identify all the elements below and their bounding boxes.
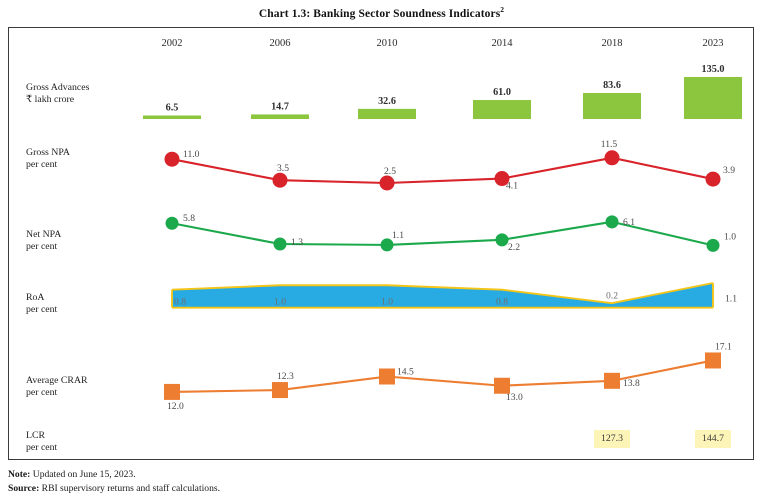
year-label-2023: 2023 [702, 38, 724, 49]
row-label-net-npa: Net NPA per cent [26, 229, 62, 253]
source-text: RBI supervisory returns and staff calcul… [39, 483, 220, 494]
year-label-2014: 2014 [491, 38, 513, 49]
chart-frame [8, 27, 754, 460]
source-label: Source: [8, 483, 40, 494]
row-label-average-crar: Average CRAR per cent [26, 375, 88, 399]
lcr-value-2023: 144.7 [694, 430, 732, 448]
page-title-text: Chart 1.3: Banking Sector Soundness Indi… [258, 7, 501, 20]
source-line: Source: RBI supervisory returns and staf… [8, 482, 754, 496]
row-label-roa: RoA per cent [26, 292, 58, 316]
note-text: Updated on June 15, 2023. [30, 469, 136, 480]
page-title-superscript: 2 [500, 5, 505, 14]
year-label-2006: 2006 [269, 38, 291, 49]
year-header-row: 2002 2006 2010 2014 2018 2023 [8, 38, 754, 56]
year-label-2010: 2010 [376, 38, 398, 49]
row-label-gross-npa: Gross NPA per cent [26, 147, 71, 171]
note-label: Note: [8, 469, 31, 480]
row-label-gross-advances: Gross Advances ₹ lakh crore [26, 82, 90, 106]
year-label-2018: 2018 [601, 38, 623, 49]
lcr-value-2018: 127.3 [593, 430, 631, 448]
row-label-lcr: LCR per cent [26, 430, 58, 454]
page-title: Chart 1.3: Banking Sector Soundness Indi… [0, 5, 763, 20]
year-label-2002: 2002 [161, 38, 183, 49]
footnotes: Note: Updated on June 15, 2023. Source: … [8, 468, 754, 496]
note-line: Note: Updated on June 15, 2023. [8, 468, 754, 482]
